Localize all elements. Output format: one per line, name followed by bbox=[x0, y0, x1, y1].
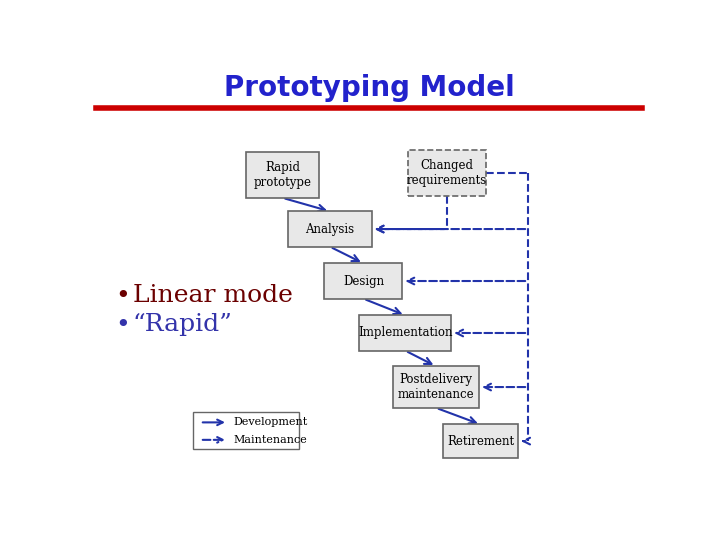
FancyBboxPatch shape bbox=[408, 150, 486, 196]
Text: Postdelivery
maintenance: Postdelivery maintenance bbox=[397, 373, 474, 401]
Text: Implementation: Implementation bbox=[358, 327, 452, 340]
FancyBboxPatch shape bbox=[392, 366, 480, 408]
Text: Rapid
prototype: Rapid prototype bbox=[253, 161, 312, 189]
FancyBboxPatch shape bbox=[246, 152, 319, 198]
FancyBboxPatch shape bbox=[288, 211, 372, 247]
Text: •: • bbox=[115, 284, 130, 308]
Text: Changed
requirements: Changed requirements bbox=[407, 159, 487, 187]
FancyBboxPatch shape bbox=[193, 412, 300, 449]
FancyBboxPatch shape bbox=[324, 264, 402, 299]
Text: Maintenance: Maintenance bbox=[233, 435, 307, 445]
Text: Linear mode: Linear mode bbox=[133, 284, 293, 307]
FancyBboxPatch shape bbox=[359, 315, 451, 350]
FancyBboxPatch shape bbox=[443, 424, 518, 458]
Text: Design: Design bbox=[343, 274, 384, 287]
Text: •: • bbox=[115, 313, 130, 336]
Text: Prototyping Model: Prototyping Model bbox=[224, 73, 514, 102]
Text: “Rapid”: “Rapid” bbox=[133, 313, 233, 336]
Text: Analysis: Analysis bbox=[305, 222, 354, 235]
Text: Retirement: Retirement bbox=[447, 435, 514, 448]
Text: Development: Development bbox=[233, 417, 307, 427]
